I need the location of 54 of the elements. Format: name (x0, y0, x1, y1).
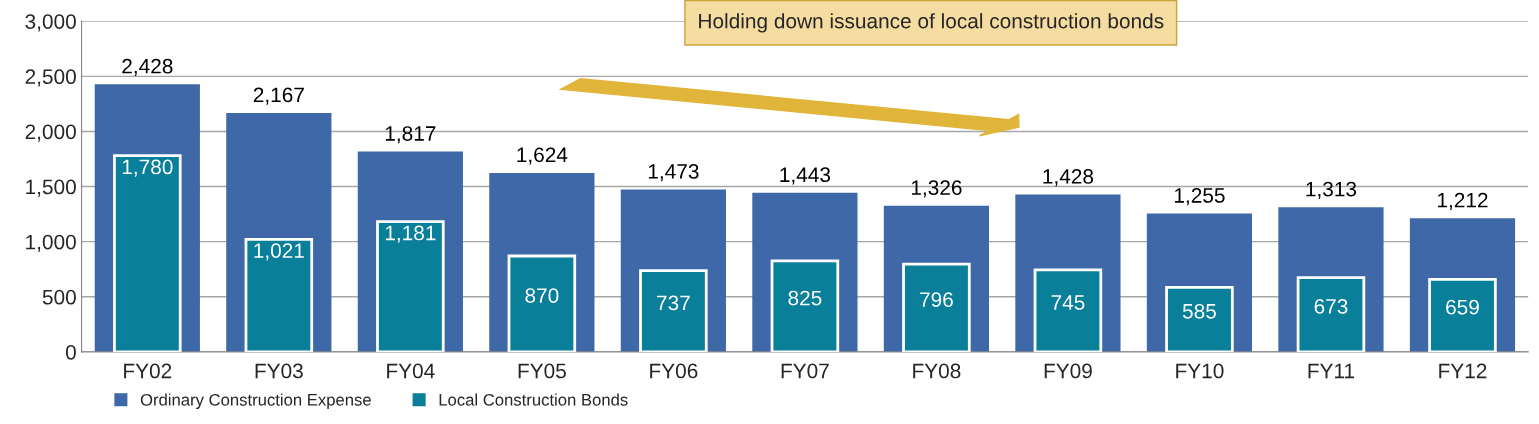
bar (113, 154, 182, 352)
bar (902, 262, 971, 352)
data-label: 1,255 (1174, 188, 1225, 206)
data-label: 1,473 (648, 164, 699, 182)
x-tick-label: FY03 (255, 363, 303, 379)
bar (1296, 276, 1366, 352)
data-label: 1,181 (385, 225, 436, 243)
x-tick-label: FY04 (387, 363, 435, 379)
data-label: 1,428 (1043, 169, 1094, 187)
data-label: 585 (1182, 303, 1216, 319)
data-label: 2,167 (253, 87, 304, 105)
annotation: Holding down issuance of local construction bonds (699, 13, 1164, 33)
bar (770, 259, 840, 352)
x-tick-label: FY05 (518, 363, 566, 379)
data-label: 745 (1051, 295, 1085, 310)
data-label: 1,212 (1437, 192, 1488, 211)
data-label: 825 (788, 290, 822, 306)
bar (639, 269, 708, 352)
bar (244, 237, 314, 352)
data-label: 1,443 (780, 167, 831, 185)
x-tick-label: FY11 (1308, 363, 1355, 379)
data-label: 1,624 (517, 147, 568, 165)
y-tick-label: 0 (65, 344, 76, 360)
data-label: 659 (1446, 299, 1479, 315)
data-label: 796 (920, 292, 953, 308)
data-label: 673 (1314, 299, 1348, 314)
y-tick-label: 1,500 (26, 179, 76, 197)
y-tick-label: 3,000 (25, 14, 76, 32)
data-label: 1,021 (254, 243, 304, 261)
bar (1033, 268, 1103, 352)
x-tick-label: FY12 (1439, 363, 1487, 379)
bar (1428, 277, 1497, 352)
x-tick-label: FY08 (913, 363, 961, 379)
x-tick-label: FY06 (650, 363, 698, 379)
data-label: 1,313 (1306, 181, 1357, 199)
data-label: 1,780 (122, 159, 173, 177)
y-tick-label: 500 (42, 289, 76, 305)
legend-label: Ordinary Construction Expense (140, 393, 371, 409)
y-tick-label: 2,000 (25, 124, 76, 142)
x-tick-label: FY02 (124, 363, 172, 379)
x-tick-label: FY09 (1044, 363, 1092, 379)
data-label: 2,428 (122, 58, 173, 76)
data-label: 1,326 (911, 180, 962, 198)
x-tick-label: FY10 (1176, 363, 1224, 379)
bar (376, 220, 445, 352)
y-tick-label: 2,500 (25, 69, 76, 87)
legend-label: Local Construction Bonds (439, 393, 628, 406)
data-label: 870 (525, 288, 559, 303)
bar (1165, 286, 1234, 352)
x-tick-label: FY07 (781, 363, 829, 379)
data-label: 737 (657, 295, 690, 311)
data-label: 1,817 (385, 126, 436, 144)
bar (507, 254, 577, 352)
y-tick-label: 1,000 (26, 234, 76, 252)
